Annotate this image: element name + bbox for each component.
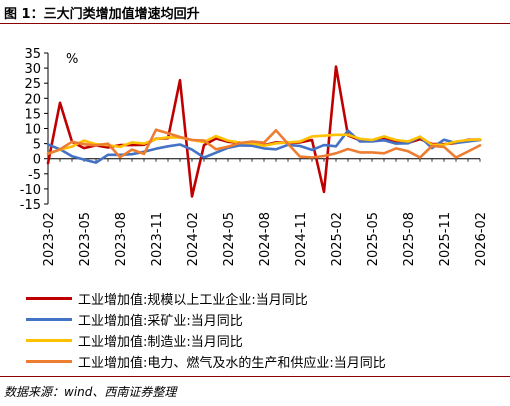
y-tick-label: -10 bbox=[20, 183, 41, 198]
y-tick-label: 10 bbox=[24, 123, 41, 138]
y-tick-label: 30 bbox=[24, 62, 41, 77]
y-tick-label: -5 bbox=[28, 168, 41, 183]
legend-item: 工业增加值:规模以上工业企业:当月同比 bbox=[26, 288, 496, 309]
y-tick-label: 0 bbox=[33, 153, 41, 168]
x-tick-label: 2026-02 bbox=[474, 212, 489, 266]
y-tick-label: 35 bbox=[24, 47, 41, 62]
legend: 工业增加值:规模以上工业企业:当月同比 工业增加值:采矿业:当月同比 工业增加值:制… bbox=[26, 288, 496, 372]
x-tick-label: 2023-05 bbox=[78, 212, 93, 266]
legend-label: 工业增加值:规模以上工业企业:当月同比 bbox=[78, 293, 308, 308]
series-lines bbox=[46, 65, 482, 198]
y-tick-label: 5 bbox=[33, 138, 41, 153]
x-tick-label: 2023-11 bbox=[150, 212, 165, 266]
x-axis: 2023-02 2023-05 2023-08 2023-11 2024-02 2024-… bbox=[42, 158, 489, 266]
series-line-1 bbox=[46, 65, 482, 198]
unit-label: % bbox=[66, 52, 78, 67]
title-rule bbox=[0, 23, 510, 24]
x-tick-label: 2025-11 bbox=[438, 212, 453, 266]
legend-item: 工业增加值:制造业:当月同比 bbox=[26, 330, 496, 351]
x-tick-label: 2023-08 bbox=[114, 212, 129, 266]
legend-label: 工业增加值:采矿业:当月同比 bbox=[78, 314, 243, 329]
legend-swatch bbox=[26, 339, 72, 342]
y-tick-label: 20 bbox=[24, 92, 41, 107]
y-tick-label: 25 bbox=[24, 77, 41, 92]
y-tick-label: -15 bbox=[20, 198, 41, 213]
series-line-4 bbox=[46, 128, 482, 159]
legend-item: 工业增加值:电力、燃气及水的生产和供应业:当月同比 bbox=[26, 351, 496, 372]
y-tick-label: 15 bbox=[24, 107, 41, 122]
x-tick-label: 2025-08 bbox=[402, 212, 417, 266]
figure-title: 图 1：三大门类增加值增速均回升 bbox=[4, 7, 200, 22]
legend-swatch bbox=[26, 297, 72, 300]
legend-item: 工业增加值:采矿业:当月同比 bbox=[26, 309, 496, 330]
x-tick-label: 2024-11 bbox=[294, 212, 309, 266]
legend-swatch bbox=[26, 318, 72, 321]
footer-rule bbox=[0, 376, 510, 377]
legend-label: 工业增加值:制造业:当月同比 bbox=[78, 335, 243, 350]
source-note: 数据来源：wind、西南证券整理 bbox=[4, 385, 177, 399]
x-tick-label: 2024-02 bbox=[186, 212, 201, 266]
legend-label: 工业增加值:电力、燃气及水的生产和供应业:当月同比 bbox=[78, 356, 386, 371]
series-line-2 bbox=[46, 129, 482, 164]
series-line-3 bbox=[46, 133, 482, 155]
x-tick-label: 2025-05 bbox=[366, 212, 381, 266]
x-tick-label: 2025-02 bbox=[330, 212, 345, 266]
x-tick-label: 2023-02 bbox=[42, 212, 57, 266]
x-tick-label: 2024-05 bbox=[222, 212, 237, 266]
legend-swatch bbox=[26, 360, 72, 363]
x-tick-label: 2024-08 bbox=[258, 212, 273, 266]
